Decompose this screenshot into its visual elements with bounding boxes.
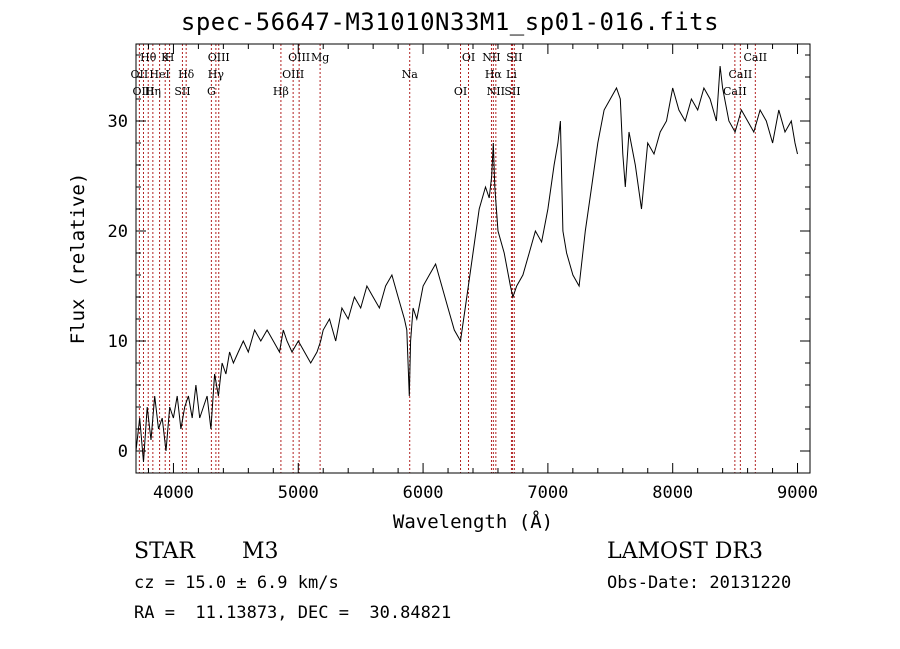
spectral-line-label: SII — [506, 51, 522, 64]
spectral-line-label: OI — [462, 51, 475, 64]
spectral-line-label: OIII — [132, 85, 154, 98]
y-tick-label: 30 — [108, 112, 128, 132]
spectral-line-label: OIII — [282, 68, 304, 81]
y-tick-label: 0 — [118, 442, 128, 462]
spectral-line-label: CaII — [743, 51, 767, 64]
spectral-line-label: NII — [482, 51, 500, 64]
spectral-line-label: Hγ — [208, 68, 225, 81]
x-tick-label: 4000 — [153, 483, 194, 503]
spectral-line-label: OII — [131, 68, 149, 81]
spectral-line-label: Li — [506, 68, 517, 81]
x-tick-label: 9000 — [777, 483, 818, 503]
spectral-line-label: HeI — [149, 68, 169, 81]
x-tick-label: 8000 — [652, 483, 693, 503]
spectral-line-label: OIII — [288, 51, 310, 64]
redshift-cz: cz = 15.0 ± 6.9 km/s — [134, 573, 339, 593]
spectral-line-label: CaII — [723, 85, 747, 98]
spectral-line-label: SII — [504, 85, 520, 98]
y-axis-label: Flux (relative) — [67, 173, 89, 345]
x-tick-label: 5000 — [278, 483, 319, 503]
spectral-line-label: OIII — [208, 51, 230, 64]
spectral-line-label: K — [161, 51, 170, 64]
spectral-line-label: H — [165, 51, 175, 64]
spectral-line-label: OI — [454, 85, 467, 98]
object-subclass: M3 — [242, 539, 279, 564]
y-tick-label: 20 — [108, 222, 128, 242]
spectral-line-label: Mg — [311, 51, 329, 64]
spectral-line-label: G — [207, 85, 216, 98]
spectral-line-label: Hβ — [273, 85, 289, 98]
x-tick-label: 7000 — [527, 483, 568, 503]
observation-date: Obs-Date: 20131220 — [607, 573, 792, 593]
spectral-line-label: Hα — [485, 68, 503, 81]
x-axis-label: Wavelength (Å) — [393, 510, 553, 533]
spectral-line-label: Hθ — [140, 51, 157, 64]
x-tick-label: 6000 — [403, 483, 444, 503]
object-class: STAR — [134, 539, 195, 564]
y-tick-label: 10 — [108, 332, 128, 352]
ra-dec: RA = 11.13873, DEC = 30.84821 — [134, 603, 452, 623]
spectral-line-label: NII — [487, 85, 505, 98]
spectral-line-label: Na — [402, 68, 419, 81]
spectrum-series — [135, 65, 798, 463]
spectral-line-label: Hη — [145, 85, 161, 98]
spectral-line-label: SII — [174, 85, 190, 98]
chart-title: spec-56647-M31010N33M1_sp01-016.fits — [180, 8, 720, 36]
plot-frame — [135, 43, 811, 474]
survey-name: LAMOST DR3 — [607, 539, 763, 564]
spectral-line-label: Hδ — [178, 68, 195, 81]
spectral-line-label: CaII — [729, 68, 753, 81]
